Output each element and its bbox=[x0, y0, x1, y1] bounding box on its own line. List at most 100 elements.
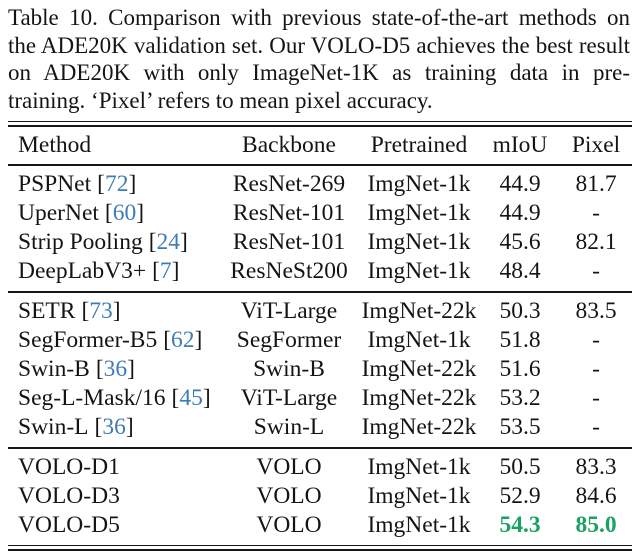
bracket: ] bbox=[136, 200, 145, 226]
citation-number[interactable]: 36 bbox=[102, 414, 126, 440]
bracket: ] bbox=[180, 229, 188, 255]
backbone-cell: ResNet-101 bbox=[232, 200, 346, 226]
bracket: [ bbox=[94, 414, 103, 440]
citation-number[interactable]: 60 bbox=[112, 200, 137, 226]
pretrained-cell: ImgNet-22k bbox=[361, 356, 477, 382]
bracket: [ bbox=[163, 327, 172, 353]
bracket: [ bbox=[152, 258, 160, 284]
bracket: ] bbox=[127, 356, 135, 382]
citation-link[interactable]: [24] bbox=[149, 229, 188, 255]
method-name: Strip Pooling bbox=[18, 229, 143, 255]
table-top-rule bbox=[8, 121, 632, 127]
citation-number[interactable]: 7 bbox=[159, 258, 172, 284]
method-cell: Swin-B [36] bbox=[8, 356, 220, 383]
method-name: SETR bbox=[18, 298, 76, 324]
section-transformer-methods: SETR [73] ViT-Large ImgNet-22k 50.3 83.5 … bbox=[8, 293, 632, 447]
bracket: [ bbox=[171, 385, 180, 411]
miou-cell: 53.2 bbox=[499, 385, 541, 411]
citation-link[interactable]: [73] bbox=[81, 298, 120, 324]
miou-cell: 50.3 bbox=[499, 298, 541, 324]
method-cell: DeepLabV3+ [7] bbox=[8, 258, 220, 285]
table-row: VOLO-D1 VOLO ImgNet-1k 50.5 83.3 bbox=[8, 453, 632, 482]
pixel-cell-best: 85.0 bbox=[575, 512, 617, 538]
table-row: SETR [73] ViT-Large ImgNet-22k 50.3 83.5 bbox=[8, 297, 632, 326]
bracket: [ bbox=[95, 356, 104, 382]
table-header-row: Method Backbone Pretrained mIoU Pixel bbox=[8, 127, 632, 164]
pixel-cell: - bbox=[592, 200, 600, 226]
table-row: SegFormer-B5 [62] SegFormer ImgNet-1k 51.… bbox=[8, 326, 632, 355]
citation-link[interactable]: [36] bbox=[96, 356, 135, 382]
method-cell: VOLO-D5 bbox=[8, 512, 220, 539]
pretrained-cell: ImgNet-1k bbox=[367, 512, 471, 538]
method-cell: SETR [73] bbox=[8, 298, 220, 325]
bracket: ] bbox=[128, 171, 137, 197]
miou-cell: 48.4 bbox=[499, 258, 541, 284]
table-row-best-result: VOLO-D5 VOLO ImgNet-1k 54.3 85.0 bbox=[8, 511, 632, 540]
pretrained-cell: ImgNet-1k bbox=[367, 327, 471, 353]
citation-link[interactable]: [62] bbox=[163, 327, 202, 353]
backbone-cell: ResNeSt200 bbox=[230, 258, 348, 284]
header-rule bbox=[8, 164, 632, 166]
section-cnn-methods: PSPNet [72] ResNet-269 ImgNet-1k 44.9 81.… bbox=[8, 166, 632, 291]
bracket: [ bbox=[104, 200, 113, 226]
backbone-cell: Swin-B bbox=[253, 356, 325, 382]
citation-link[interactable]: [45] bbox=[172, 385, 211, 411]
citation-number[interactable]: 72 bbox=[104, 171, 129, 197]
pretrained-cell: ImgNet-1k bbox=[367, 200, 471, 226]
pixel-cell: 84.6 bbox=[575, 483, 617, 509]
pretrained-cell: ImgNet-1k bbox=[367, 229, 471, 255]
pixel-cell: 82.1 bbox=[575, 229, 617, 255]
section-volo-methods: VOLO-D1 VOLO ImgNet-1k 50.5 83.3 VOLO-D3… bbox=[8, 449, 632, 545]
method-name: PSPNet bbox=[18, 171, 92, 197]
miou-cell: 44.9 bbox=[499, 171, 541, 197]
miou-cell: 52.9 bbox=[499, 483, 541, 509]
pixel-cell: - bbox=[592, 414, 600, 440]
citation-number[interactable]: 62 bbox=[171, 327, 195, 353]
pretrained-cell: ImgNet-1k bbox=[367, 171, 471, 197]
backbone-cell: ViT-Large bbox=[240, 298, 338, 324]
method-cell: SegFormer-B5 [62] bbox=[8, 327, 220, 354]
miou-cell: 45.6 bbox=[499, 229, 541, 255]
citation-link[interactable]: [7] bbox=[152, 258, 179, 284]
method-cell: Seg-L-Mask/16 [45] bbox=[8, 385, 220, 412]
bracket: [ bbox=[81, 298, 90, 324]
section-rule bbox=[8, 447, 632, 449]
table-row: Swin-L [36] Swin-L ImgNet-22k 53.5 - bbox=[8, 413, 632, 442]
pixel-cell: - bbox=[592, 356, 600, 382]
method-name: DeepLabV3+ bbox=[18, 258, 147, 284]
backbone-cell: VOLO bbox=[256, 483, 322, 509]
citation-link[interactable]: [72] bbox=[97, 171, 136, 197]
citation-number[interactable]: 36 bbox=[103, 356, 128, 382]
col-header-backbone: Backbone bbox=[242, 132, 336, 158]
backbone-cell: Swin-L bbox=[253, 414, 325, 440]
bracket: ] bbox=[125, 414, 134, 440]
pretrained-cell: ImgNet-22k bbox=[361, 385, 477, 411]
citation-number[interactable]: 24 bbox=[156, 229, 181, 255]
table-bottom-rule bbox=[8, 545, 632, 551]
pixel-cell: - bbox=[592, 327, 600, 353]
method-cell: Swin-L [36] bbox=[8, 414, 220, 441]
miou-cell: 53.5 bbox=[499, 414, 541, 440]
method-cell: VOLO-D1 bbox=[8, 454, 220, 481]
citation-number[interactable]: 73 bbox=[89, 298, 113, 324]
backbone-cell: ViT-Large bbox=[240, 385, 338, 411]
citation-link[interactable]: [60] bbox=[105, 200, 144, 226]
section-rule bbox=[8, 291, 632, 293]
miou-cell: 44.9 bbox=[499, 200, 541, 226]
method-name: Swin-L bbox=[18, 414, 89, 440]
bracket: ] bbox=[171, 258, 180, 284]
pretrained-cell: ImgNet-1k bbox=[367, 258, 471, 284]
table-row: PSPNet [72] ResNet-269 ImgNet-1k 44.9 81.… bbox=[8, 170, 632, 199]
method-name: VOLO-D5 bbox=[18, 512, 120, 538]
col-header-pixel: Pixel bbox=[571, 132, 621, 158]
table-row: Strip Pooling [24] ResNet-101 ImgNet-1k 4… bbox=[8, 228, 632, 257]
bracket: ] bbox=[202, 385, 211, 411]
method-name: SegFormer-B5 bbox=[18, 327, 158, 353]
bracket: [ bbox=[148, 229, 157, 255]
citation-link[interactable]: [36] bbox=[95, 414, 134, 440]
table-row: Swin-B [36] Swin-B ImgNet-22k 51.6 - bbox=[8, 355, 632, 384]
citation-number[interactable]: 45 bbox=[179, 385, 203, 411]
method-cell: UperNet [60] bbox=[8, 200, 220, 227]
method-cell: PSPNet [72] bbox=[8, 171, 220, 198]
